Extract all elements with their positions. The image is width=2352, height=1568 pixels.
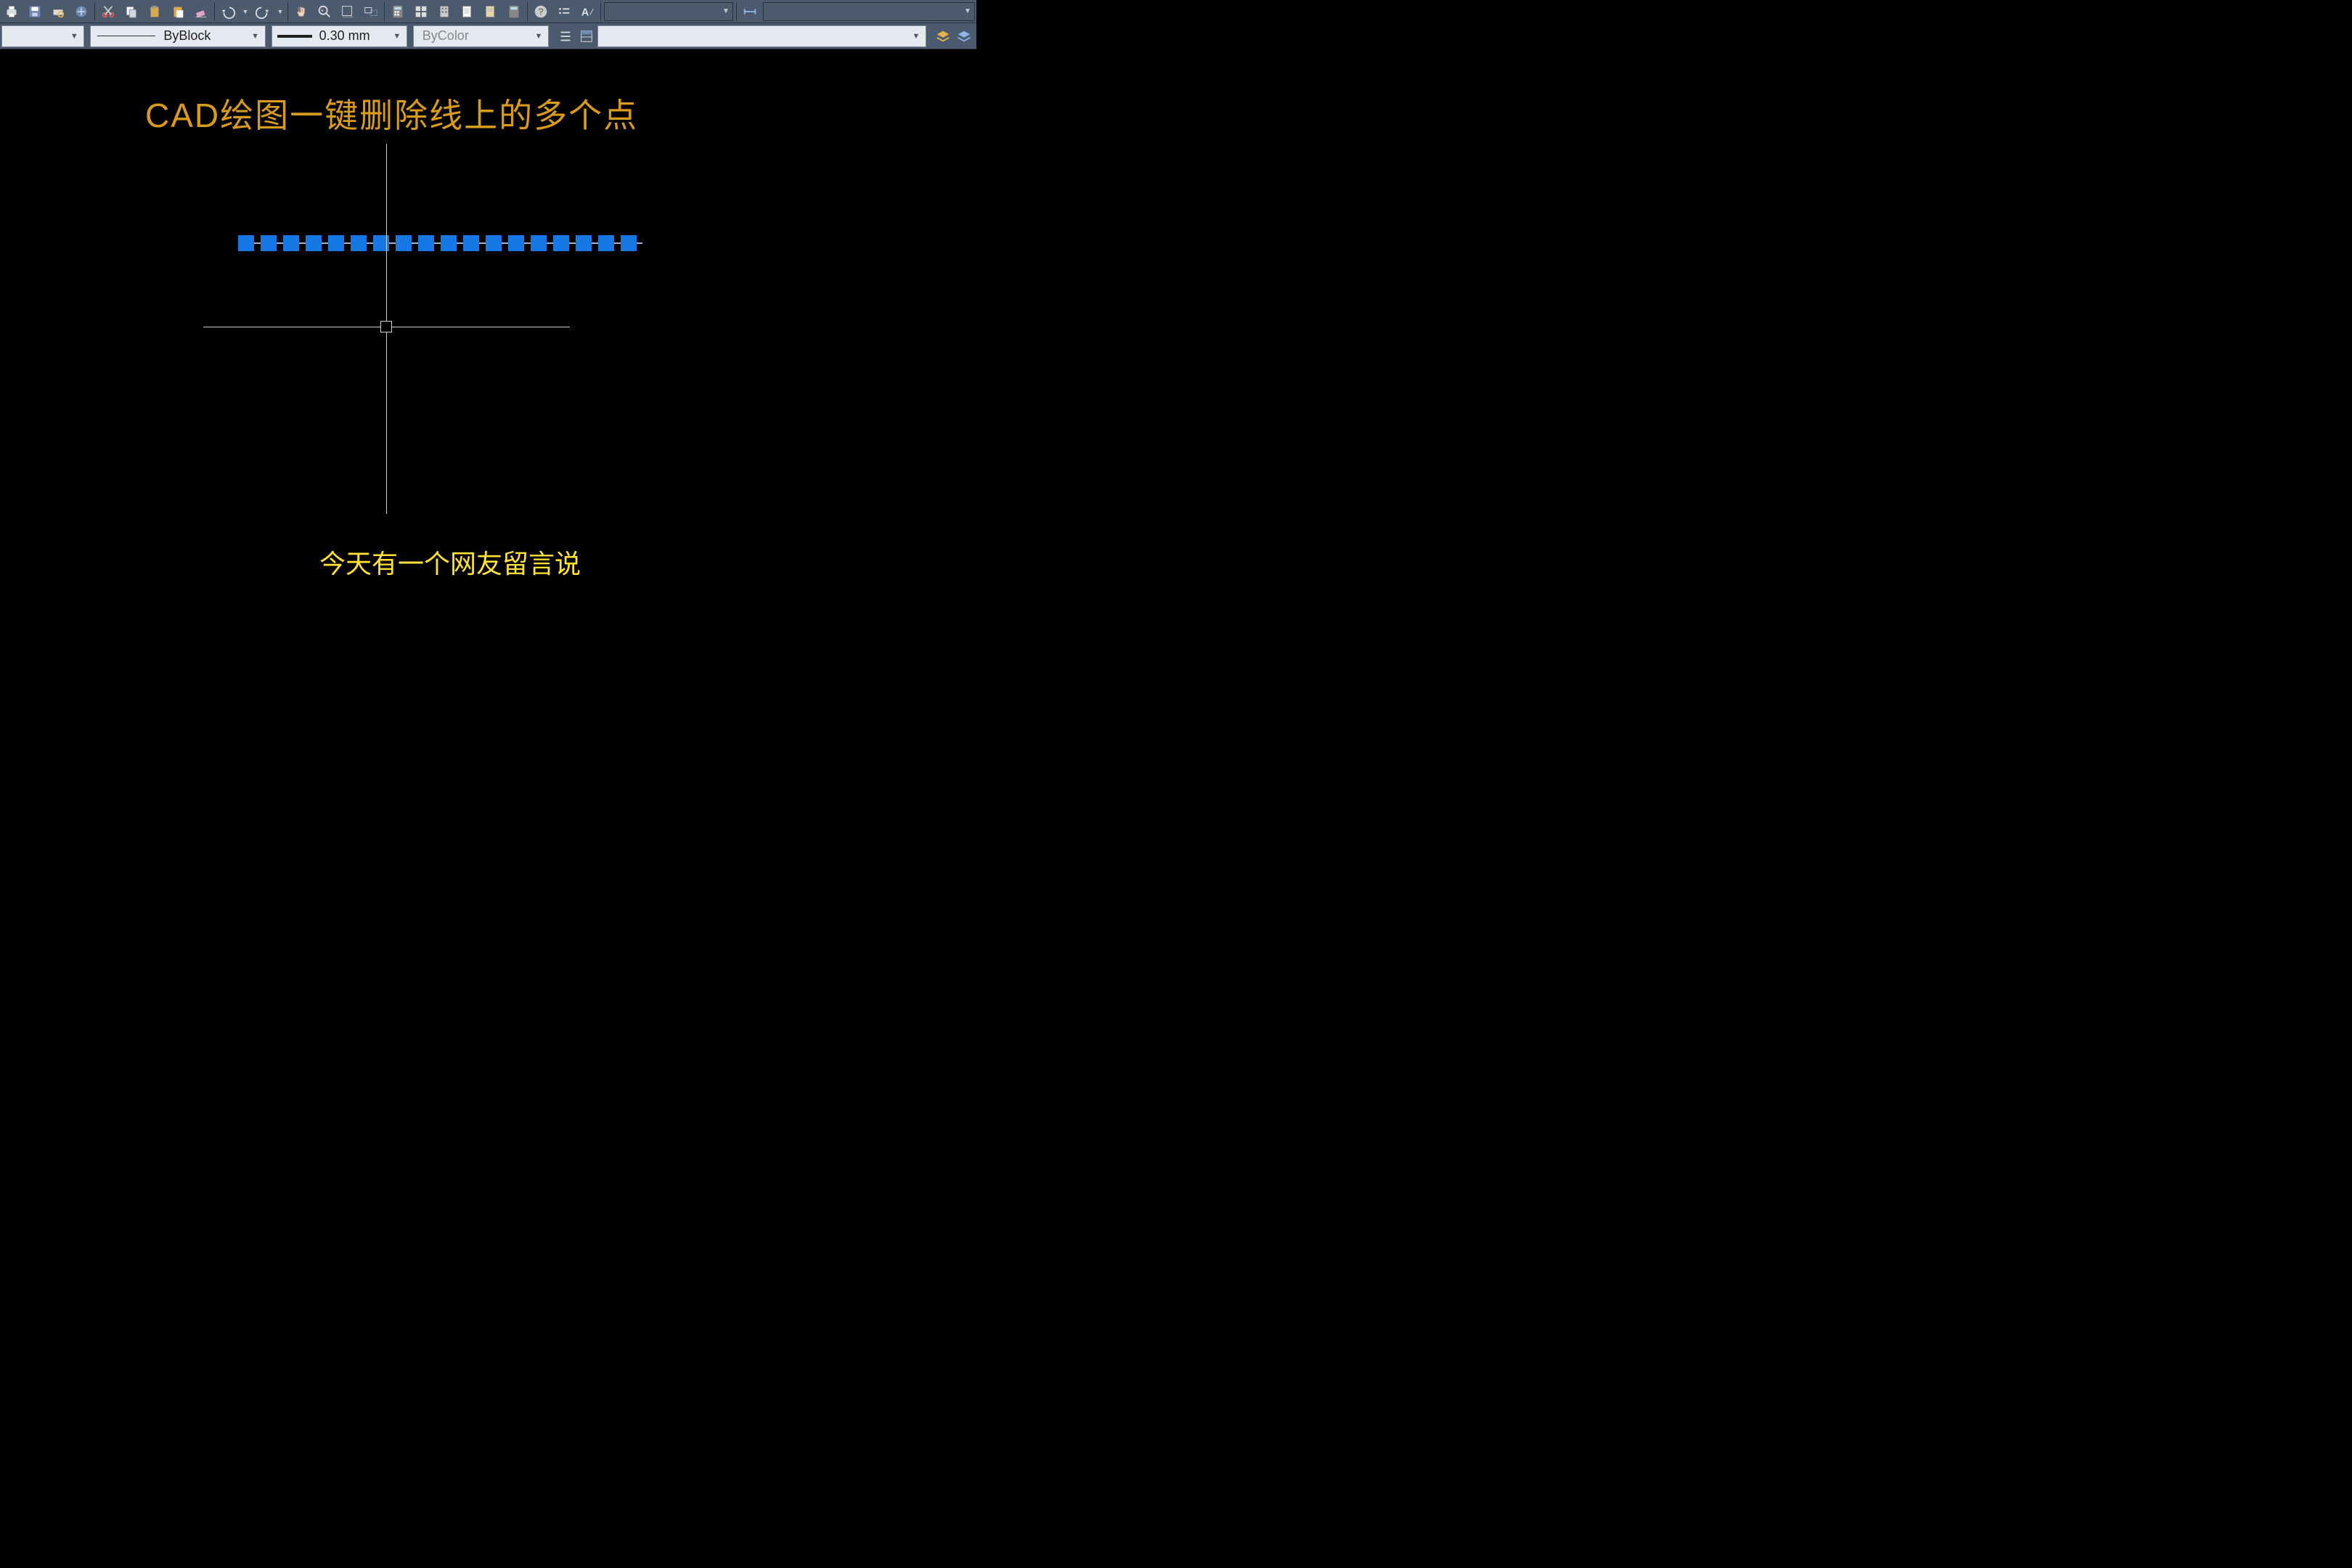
- main-toolbar: ▼ ▼ + ? A ▼ ▼: [0, 0, 976, 23]
- sheet2-icon[interactable]: [479, 1, 502, 23]
- linetype-label: ByBlock: [163, 28, 248, 44]
- grip-point[interactable]: [441, 235, 457, 251]
- grip-point[interactable]: [328, 235, 344, 251]
- grip-point[interactable]: [351, 235, 367, 251]
- redo-icon[interactable]: [251, 1, 274, 23]
- grip-point[interactable]: [486, 235, 502, 251]
- grip-point[interactable]: [396, 235, 412, 251]
- grip-point[interactable]: [463, 235, 479, 251]
- svg-text:A: A: [581, 7, 589, 18]
- zoom-window-icon[interactable]: [336, 1, 359, 23]
- dim-linear-icon[interactable]: [738, 1, 761, 23]
- publish-icon[interactable]: [70, 1, 93, 23]
- svg-text:?: ?: [538, 6, 543, 17]
- canvas-subtitle: 今天有一个网友留言说: [319, 543, 581, 581]
- color-combo[interactable]: ▼: [1, 25, 84, 47]
- grip-point[interactable]: [553, 235, 569, 251]
- properties-icon[interactable]: [576, 25, 598, 47]
- print-preview-icon[interactable]: [46, 1, 70, 23]
- copy-icon[interactable]: [120, 1, 143, 23]
- grip-point[interactable]: [261, 235, 277, 251]
- dimstyle-dropdown[interactable]: ▼: [763, 2, 975, 21]
- undo-icon[interactable]: [216, 1, 240, 23]
- canvas-title: CAD绘图一键删除线上的多个点: [145, 89, 638, 137]
- list-icon[interactable]: [555, 25, 576, 47]
- grip-point[interactable]: [531, 235, 547, 251]
- undo-dropdown-icon[interactable]: ▼: [240, 1, 251, 23]
- menu-icon[interactable]: [552, 1, 576, 23]
- lineweight-label: 0.30 mm: [319, 28, 391, 44]
- calculator2-icon[interactable]: [502, 1, 526, 23]
- grip-point[interactable]: [576, 235, 592, 251]
- object-dropdown[interactable]: ▼: [597, 25, 926, 47]
- grip-point[interactable]: [306, 235, 322, 251]
- zoom-dynamic-icon[interactable]: [359, 1, 383, 23]
- paste-icon[interactable]: [143, 1, 166, 23]
- pan-icon[interactable]: [290, 1, 313, 23]
- save-icon[interactable]: [23, 1, 46, 23]
- linetype-combo[interactable]: ByBlock ▼: [90, 25, 265, 47]
- layers-icon[interactable]: [932, 25, 954, 47]
- cut-icon[interactable]: [97, 1, 120, 23]
- plotstyle-combo[interactable]: ByColor ▼: [413, 25, 549, 47]
- print-icon[interactable]: [0, 1, 23, 23]
- grip-point[interactable]: [508, 235, 524, 251]
- calculator-icon[interactable]: [386, 1, 409, 23]
- clipboard-icon[interactable]: [166, 1, 189, 23]
- plotstyle-label: ByColor: [417, 28, 532, 44]
- grip-point[interactable]: [418, 235, 434, 251]
- grip-point[interactable]: [621, 235, 637, 251]
- properties-toolbar: ▼ ByBlock ▼ 0.30 mm ▼ ByColor ▼ ▼: [0, 23, 976, 49]
- building-icon[interactable]: [433, 1, 456, 23]
- sheet-icon[interactable]: [456, 1, 479, 23]
- drawing-canvas[interactable]: CAD绘图一键删除线上的多个点 今天有一个网友留言说: [0, 49, 976, 650]
- layers-iso-icon[interactable]: [953, 25, 975, 47]
- grip-point[interactable]: [598, 235, 614, 251]
- layer-dropdown[interactable]: ▼: [604, 2, 733, 21]
- grip-point[interactable]: [283, 235, 299, 251]
- redo-dropdown-icon[interactable]: ▼: [274, 1, 286, 23]
- grip-point[interactable]: [238, 235, 254, 251]
- lineweight-combo[interactable]: 0.30 mm ▼: [271, 25, 407, 47]
- zoom-extents-icon[interactable]: +: [313, 1, 336, 23]
- help-icon[interactable]: ?: [529, 1, 552, 23]
- eraser-icon[interactable]: [189, 1, 213, 23]
- svg-text:+: +: [321, 7, 324, 13]
- cursor-pickbox: [380, 321, 392, 332]
- annotate-icon[interactable]: A: [576, 1, 599, 23]
- app-grid-icon[interactable]: [409, 1, 433, 23]
